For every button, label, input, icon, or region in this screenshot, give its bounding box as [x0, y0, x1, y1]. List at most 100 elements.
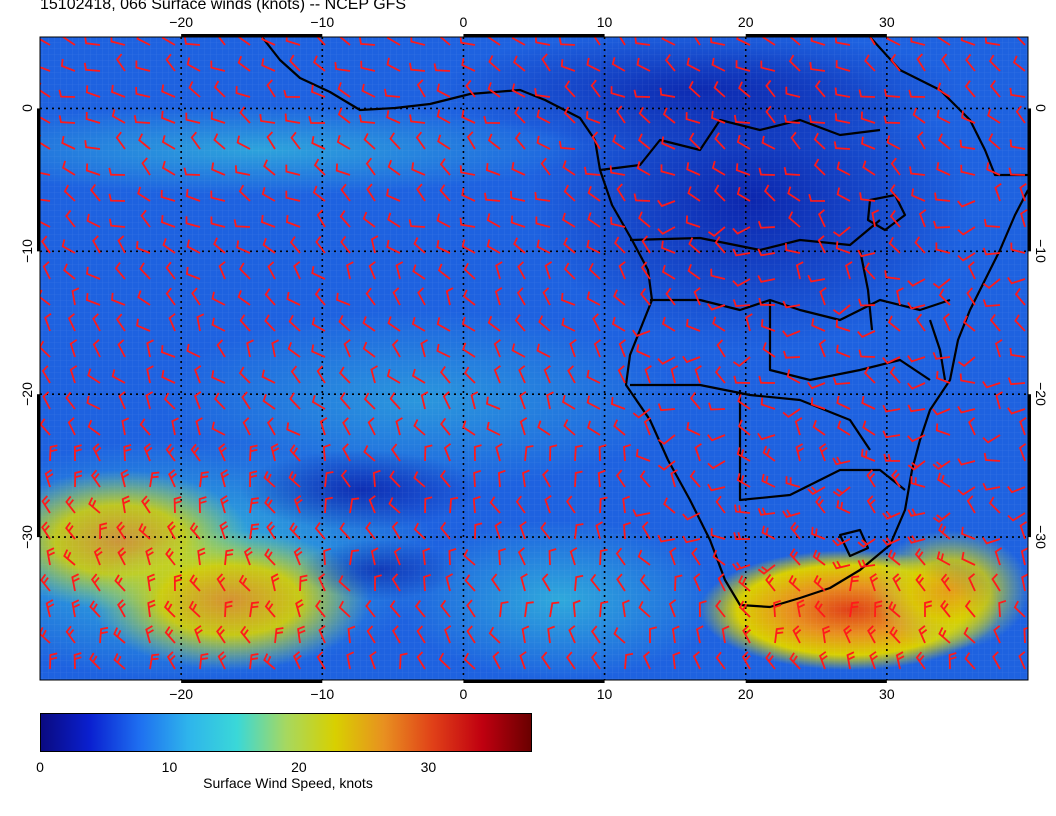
wind-barb — [63, 549, 76, 566]
wind-barb — [486, 396, 501, 410]
wind-barb — [391, 339, 401, 358]
wind-barb — [782, 509, 801, 518]
wind-barb — [536, 343, 551, 358]
wind-barb — [685, 215, 701, 228]
wind-barb — [811, 526, 826, 540]
wind-barb — [87, 419, 101, 436]
wind-barb — [367, 417, 376, 436]
wind-barb — [267, 261, 276, 280]
lat-label-right: −30 — [1033, 525, 1049, 549]
wind-barb — [439, 365, 451, 384]
wind-barb — [41, 521, 51, 540]
wind-barb — [263, 653, 276, 670]
wind-barb — [907, 355, 926, 363]
wind-barb — [1018, 443, 1027, 462]
wind-barb — [597, 469, 606, 488]
wind-barb — [340, 235, 351, 254]
graticule — [40, 37, 1028, 680]
wind-barb — [682, 535, 701, 544]
wind-barb — [942, 313, 951, 332]
wind-barb — [139, 418, 151, 436]
wind-barb — [436, 343, 451, 358]
wind-barb — [774, 627, 784, 644]
wind-barb — [473, 444, 482, 462]
wind-barb — [671, 625, 680, 644]
wind-barb — [511, 37, 526, 46]
wind-barb — [714, 236, 726, 254]
wind-barb — [635, 448, 651, 462]
wind-barb — [773, 599, 782, 618]
wind-barb — [882, 404, 901, 413]
wind-barb — [883, 115, 901, 124]
wind-barb — [311, 84, 326, 98]
wind-barb — [834, 113, 851, 124]
wind-barb — [384, 88, 401, 98]
wind-barb — [593, 339, 602, 358]
wind-barb — [819, 287, 827, 306]
frame-ticks — [37, 34, 1031, 683]
wind-barb — [146, 365, 154, 384]
wind-barb — [73, 652, 82, 670]
wind-barb — [935, 242, 951, 254]
wind-barb — [907, 460, 926, 471]
wind-barb — [860, 448, 876, 462]
wind-barb — [569, 547, 578, 566]
wind-barb — [810, 37, 826, 46]
wind-barb — [782, 330, 801, 338]
wind-barb — [708, 402, 726, 411]
wind-barb — [211, 291, 226, 306]
wind-barb — [339, 210, 351, 228]
wind-barb — [518, 365, 526, 384]
wind-barb — [964, 80, 976, 98]
wind-barb — [795, 261, 804, 280]
wind-barb — [611, 57, 626, 72]
wind-barb — [792, 625, 802, 644]
wind-barb — [189, 522, 201, 540]
wind-barb — [323, 547, 332, 566]
wind-barb — [1007, 277, 1026, 285]
wind-barb — [362, 316, 376, 332]
wind-barb — [757, 564, 776, 575]
wind-barb — [461, 316, 476, 332]
wind-barb — [846, 651, 855, 670]
wind-barb — [710, 268, 726, 280]
wind-barb — [832, 560, 851, 570]
wind-barb — [493, 365, 501, 384]
wind-barb — [40, 289, 51, 306]
wind-barb — [593, 37, 601, 46]
wind-barb — [424, 444, 433, 462]
wind-barb — [189, 574, 201, 592]
wind-barb — [540, 651, 551, 670]
wind-barb — [682, 512, 701, 521]
wind-barb — [387, 212, 401, 228]
wind-barb — [63, 263, 76, 280]
wind-barb — [689, 470, 701, 488]
wind-barb — [161, 135, 176, 150]
wind-barb — [168, 469, 177, 488]
wind-barb — [117, 339, 126, 358]
wind-barb — [312, 185, 326, 202]
frame-tick-bar — [745, 34, 887, 37]
wind-barb — [85, 111, 101, 124]
wind-barb — [287, 341, 301, 358]
wind-barb — [874, 600, 883, 618]
wind-barb — [613, 236, 626, 254]
wind-barb — [989, 79, 1001, 98]
wind-barb — [694, 443, 702, 462]
wind-barb — [413, 237, 426, 254]
wind-barb — [149, 653, 160, 670]
wind-barb — [809, 61, 826, 72]
lon-label-top: 30 — [879, 14, 895, 30]
wind-barb — [160, 345, 176, 358]
wind-barb — [165, 53, 176, 72]
wind-barb — [948, 652, 957, 670]
wind-barb — [895, 651, 905, 670]
wind-barb — [342, 417, 351, 436]
wind-barb — [785, 86, 801, 98]
wind-barb — [133, 115, 151, 124]
wind-barb — [67, 417, 76, 436]
wind-barb — [140, 209, 151, 228]
wind-barb — [261, 37, 276, 46]
wind-barb — [65, 391, 76, 410]
wind-barb — [121, 495, 131, 514]
